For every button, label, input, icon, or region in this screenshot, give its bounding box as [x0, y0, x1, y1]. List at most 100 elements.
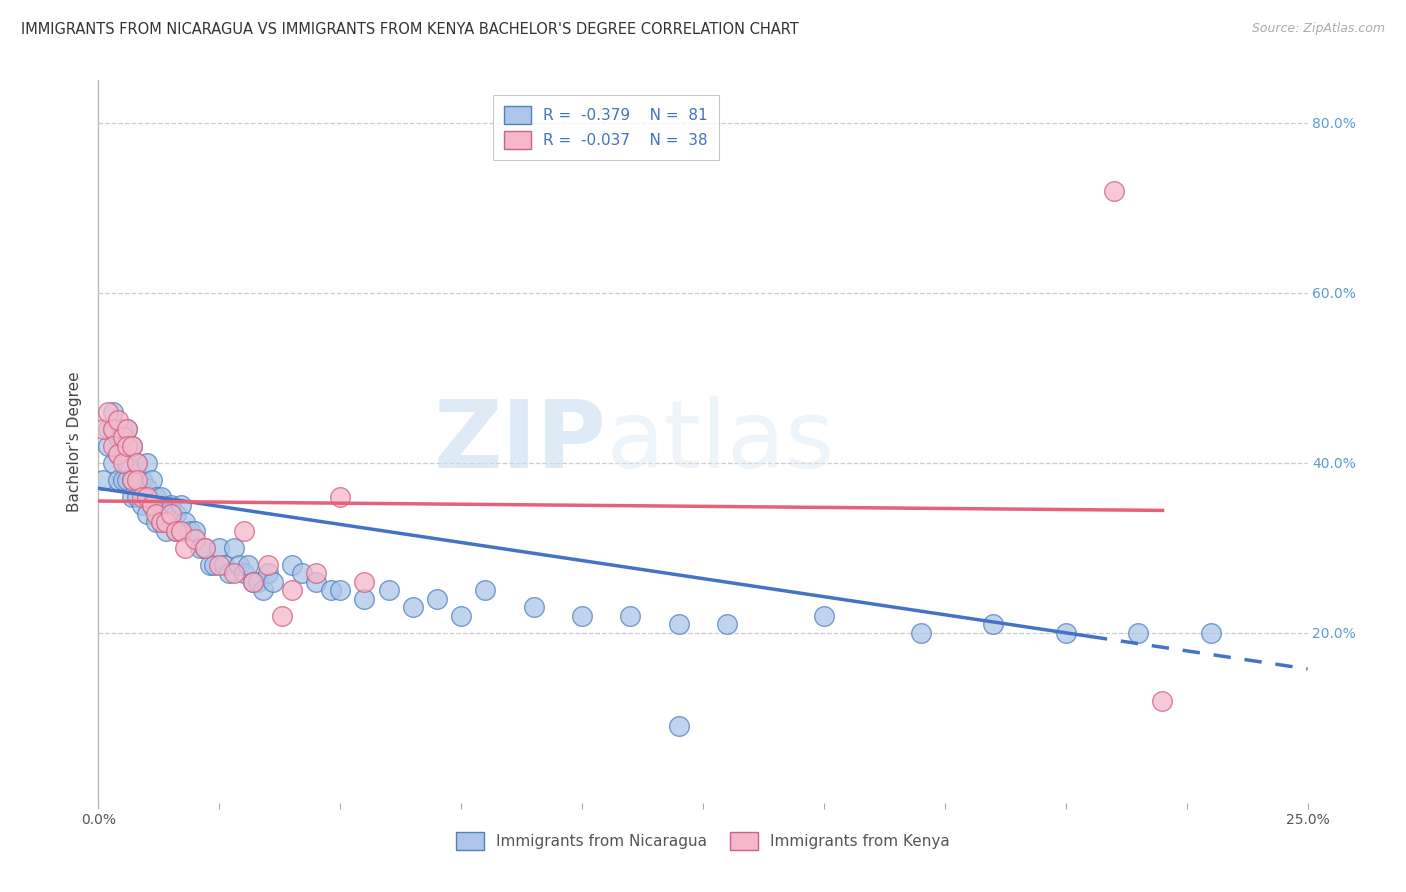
- Point: [117, 422, 139, 436]
- Point: [135, 507, 157, 521]
- Point: [121, 439, 143, 453]
- Point: [111, 422, 134, 436]
- Point: [141, 473, 163, 487]
- Point: [184, 524, 207, 538]
- Text: ZIP: ZIP: [433, 395, 606, 488]
- Point: [194, 541, 217, 555]
- Point: [127, 473, 149, 487]
- Point: [111, 439, 134, 453]
- Point: [474, 583, 496, 598]
- Point: [668, 617, 690, 632]
- Point: [101, 422, 124, 436]
- Point: [155, 524, 177, 538]
- Point: [97, 422, 120, 436]
- Point: [238, 558, 260, 572]
- Point: [228, 558, 250, 572]
- Point: [117, 456, 139, 470]
- Point: [305, 574, 328, 589]
- Point: [281, 558, 304, 572]
- Point: [127, 490, 149, 504]
- Point: [165, 524, 187, 538]
- Point: [131, 473, 153, 487]
- Point: [188, 541, 211, 555]
- Point: [121, 439, 143, 453]
- Point: [174, 541, 197, 555]
- Point: [117, 422, 139, 436]
- Point: [1128, 625, 1150, 640]
- Point: [256, 566, 278, 581]
- Point: [281, 583, 304, 598]
- Point: [813, 608, 835, 623]
- Point: [305, 566, 328, 581]
- Point: [107, 447, 129, 461]
- Point: [101, 456, 124, 470]
- Point: [131, 490, 153, 504]
- Point: [247, 574, 270, 589]
- Point: [169, 524, 191, 538]
- Point: [91, 473, 114, 487]
- Point: [155, 516, 177, 530]
- Point: [141, 498, 163, 512]
- Point: [117, 439, 139, 453]
- Point: [1102, 184, 1125, 198]
- Point: [450, 608, 472, 623]
- Point: [111, 456, 134, 470]
- Point: [107, 413, 129, 427]
- Point: [117, 473, 139, 487]
- Text: atlas: atlas: [606, 395, 835, 488]
- Point: [1054, 625, 1077, 640]
- Point: [107, 430, 129, 444]
- Point: [212, 558, 235, 572]
- Point: [97, 405, 120, 419]
- Point: [107, 447, 129, 461]
- Point: [135, 456, 157, 470]
- Point: [141, 498, 163, 512]
- Point: [145, 507, 167, 521]
- Point: [910, 625, 932, 640]
- Point: [222, 541, 245, 555]
- Point: [353, 591, 375, 606]
- Point: [208, 541, 231, 555]
- Point: [111, 473, 134, 487]
- Point: [1152, 694, 1174, 708]
- Point: [150, 516, 173, 530]
- Point: [155, 507, 177, 521]
- Point: [222, 566, 245, 581]
- Point: [121, 490, 143, 504]
- Point: [402, 600, 425, 615]
- Point: [145, 516, 167, 530]
- Point: [194, 541, 217, 555]
- Point: [107, 473, 129, 487]
- Point: [121, 473, 143, 487]
- Point: [218, 566, 240, 581]
- Point: [329, 583, 352, 598]
- Legend: Immigrants from Nicaragua, Immigrants from Kenya: Immigrants from Nicaragua, Immigrants fr…: [450, 826, 956, 856]
- Point: [668, 719, 690, 733]
- Point: [150, 490, 173, 504]
- Point: [121, 473, 143, 487]
- Point: [571, 608, 593, 623]
- Point: [169, 524, 191, 538]
- Point: [271, 608, 294, 623]
- Point: [426, 591, 449, 606]
- Point: [179, 524, 201, 538]
- Point: [145, 490, 167, 504]
- Point: [135, 481, 157, 495]
- Point: [329, 490, 352, 504]
- Point: [160, 498, 183, 512]
- Point: [131, 498, 153, 512]
- Point: [1199, 625, 1222, 640]
- Point: [232, 566, 254, 581]
- Point: [377, 583, 399, 598]
- Point: [204, 558, 226, 572]
- Text: Source: ZipAtlas.com: Source: ZipAtlas.com: [1251, 22, 1385, 36]
- Point: [198, 558, 221, 572]
- Point: [101, 422, 124, 436]
- Point: [150, 516, 173, 530]
- Point: [353, 574, 375, 589]
- Point: [319, 583, 342, 598]
- Point: [252, 583, 274, 598]
- Point: [184, 533, 207, 547]
- Point: [101, 405, 124, 419]
- Point: [91, 422, 114, 436]
